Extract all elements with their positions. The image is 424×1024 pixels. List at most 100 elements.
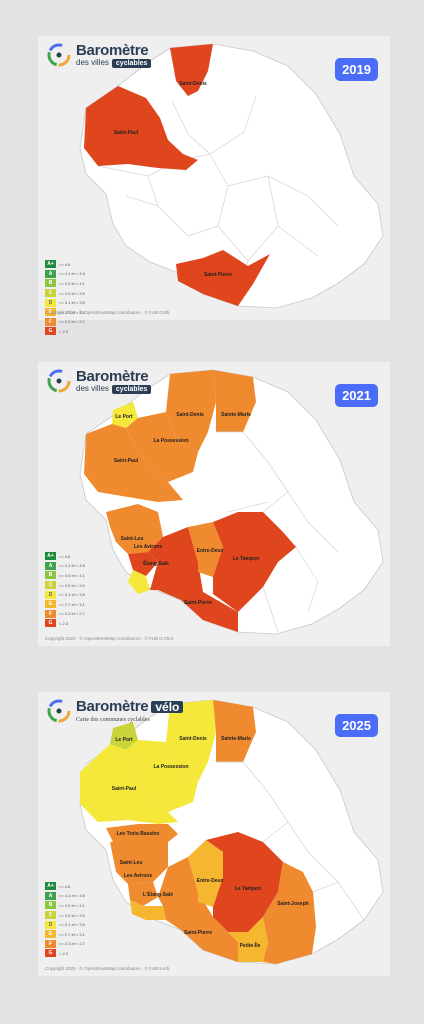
label-entre-deux: Entre-Deux [197, 548, 224, 554]
label-sainte-marie: Sainte-Marie [221, 412, 251, 418]
commune-saint-denis[interactable] [166, 370, 216, 452]
legend-row: A+ >= 4.6 [45, 260, 85, 269]
legend-row: E >= 2.7 et < 3.1 [45, 930, 85, 939]
commune-les-avirons[interactable] [128, 882, 158, 906]
commune-saint-paul[interactable] [80, 744, 178, 824]
legend-row: F >= 2.3 et < 2.7 [45, 939, 85, 949]
map-panel-2021: Le Port Saint-Denis Sainte-Marie La Poss… [38, 362, 390, 646]
label-saint-denis: Saint-Denis [179, 81, 207, 87]
commune-le-port[interactable] [110, 722, 138, 750]
commune-etang-sale[interactable] [128, 570, 150, 594]
copyright: Copyright 2025 · © OpenStreetMap contrib… [45, 966, 170, 971]
commune-saint-pierre[interactable] [158, 857, 238, 962]
commune-etang-sale[interactable] [130, 900, 166, 920]
commune-sainte-marie[interactable] [213, 370, 256, 432]
legend-row: D >= 3.1 et < 3.5 [45, 590, 85, 599]
barometre-velo-logo: Baromètre vélo Carte des communes cyclab… [46, 698, 184, 724]
commune-saint-paul[interactable] [84, 424, 183, 502]
commune-saint-joseph[interactable] [263, 862, 316, 964]
map-panel-2025: Le Port Saint-Denis Sainte-Marie La Poss… [38, 692, 390, 976]
commune-les-avirons[interactable] [128, 552, 158, 576]
legend-row: B >= 3.9 et < 4.1 [45, 571, 85, 580]
logo-title: Baromètre [76, 698, 149, 715]
commune-saint-pierre[interactable] [148, 527, 238, 632]
legend-row: A >= 4.1 et < 4.6 [45, 269, 85, 279]
label-entre-deux: Entre-Deux [197, 878, 224, 884]
commune-les-trois-bassins[interactable] [106, 824, 178, 842]
commune-le-tampon[interactable] [206, 832, 283, 932]
label-petite-ile: Petite-Île [240, 941, 261, 949]
year-badge: 2019 [335, 58, 378, 81]
legend-row: A+ >= 4.6 [45, 882, 85, 891]
commune-sainte-marie[interactable] [213, 700, 256, 762]
commune-saint-denis[interactable] [170, 44, 213, 96]
map-panel-2019: Saint-Denis Saint-Paul Saint-Pierre Baro… [38, 36, 390, 336]
label-le-tampon: Le Tampon [233, 556, 259, 562]
logo-sub: des villes [76, 384, 109, 393]
label-saint-pierre: Saint-Pierre [184, 930, 212, 936]
commune-la-possession[interactable] [126, 740, 198, 812]
legend-row: A >= 4.1 et < 4.6 [45, 561, 85, 571]
commune-le-tampon[interactable] [213, 512, 296, 612]
label-saint-joseph: Saint-Joseph [277, 901, 308, 907]
commune-petite-ile[interactable] [228, 917, 268, 962]
copyright: Copyright 2022 · © OpenStreetMap contrib… [45, 310, 170, 315]
legend-row: G < 2.3 [45, 619, 85, 628]
label-les-avirons: Les Avirons [134, 544, 162, 550]
commune-saint-paul[interactable] [84, 86, 198, 170]
commune-saint-leu[interactable] [106, 504, 163, 554]
commune-entre-deux[interactable] [188, 522, 223, 577]
legend-row: A+ >= 4.6 [45, 552, 85, 561]
commune-la-possession[interactable] [126, 412, 198, 482]
logo-title: Baromètre [76, 41, 149, 59]
legend-row: E >= 2.7 et < 3.1 [45, 600, 85, 609]
legend-row: D >= 3.1 et < 3.5 [45, 298, 85, 307]
reunion-map-2019[interactable]: Saint-Denis Saint-Paul Saint-Pierre [38, 36, 390, 320]
legend-row: G < 2.3 [45, 949, 85, 958]
copyright: Copyright 2022 · © OpenStreetMap contrib… [45, 636, 174, 641]
commune-le-port[interactable] [112, 402, 138, 428]
commune-saint-pierre[interactable] [176, 250, 270, 306]
logo-velo: vélo [151, 700, 184, 713]
label-la-possession: La Possession [153, 764, 188, 770]
label-les-trois-bassins: Les Trois-Bassins [117, 831, 160, 837]
label-saint-leu: Saint-Leu [121, 536, 144, 542]
year-badge: 2025 [335, 714, 378, 737]
commune-entre-deux[interactable] [188, 840, 223, 907]
label-saint-paul: Saint-Paul [114, 458, 139, 464]
label-saint-paul: Saint-Paul [112, 786, 137, 792]
label-la-possession: La Possession [153, 438, 188, 444]
logo-subtitle: Carte des communes cyclables [76, 717, 150, 723]
reunion-map-2025[interactable]: Le Port Saint-Denis Sainte-Marie La Poss… [38, 692, 390, 976]
barometre-logo: Baromètre des villes cyclables [46, 41, 152, 68]
logo-sub: des villes [76, 58, 109, 67]
legend-row: B >= 3.9 et < 4.1 [45, 279, 85, 288]
legend-row: B >= 3.9 et < 4.1 [45, 901, 85, 910]
legend-row: A >= 4.1 et < 4.6 [45, 891, 85, 901]
bicycle-gauge-icon [47, 699, 71, 723]
label-le-port: Le Port [115, 737, 133, 743]
legend-row: D >= 3.1 et < 3.5 [45, 920, 85, 929]
label-saint-denis: Saint-Denis [176, 412, 204, 418]
label-sainte-marie: Sainte-Marie [221, 736, 251, 742]
label-etang-sale: Étang-Salé [143, 559, 169, 567]
label-saint-leu: Saint-Leu [120, 860, 143, 866]
label-etang-sale: L'Étang-Salé [143, 890, 173, 898]
label-le-tampon: Le Tampon [235, 886, 261, 892]
label-saint-pierre: Saint-Pierre [204, 272, 232, 278]
legend-row: G < 2.3 [45, 327, 85, 336]
commune-saint-denis[interactable] [166, 700, 216, 782]
legend-row: C >= 3.5 et < 3.9 [45, 289, 85, 298]
legend: A+ >= 4.6 A >= 4.1 et < 4.6 B >= 3.9 et < 4… [45, 260, 85, 336]
label-saint-pierre: Saint-Pierre [184, 600, 212, 606]
legend: A+ >= 4.6 A >= 4.1 et < 4.6 B >= 3.9 et < 4… [45, 552, 85, 628]
label-saint-denis: Saint-Denis [179, 736, 207, 742]
year-badge: 2021 [335, 384, 378, 407]
legend-row: C >= 3.5 et < 3.9 [45, 911, 85, 920]
legend-row: C >= 3.5 et < 3.9 [45, 581, 85, 590]
reunion-map-2021[interactable]: Le Port Saint-Denis Sainte-Marie La Poss… [38, 362, 390, 646]
logo-title: Baromètre [76, 367, 149, 385]
commune-saint-leu[interactable] [110, 842, 168, 884]
legend-row: E >= 2.7 et < 3.1 [45, 308, 85, 317]
logo-pill: cyclables [111, 384, 152, 394]
